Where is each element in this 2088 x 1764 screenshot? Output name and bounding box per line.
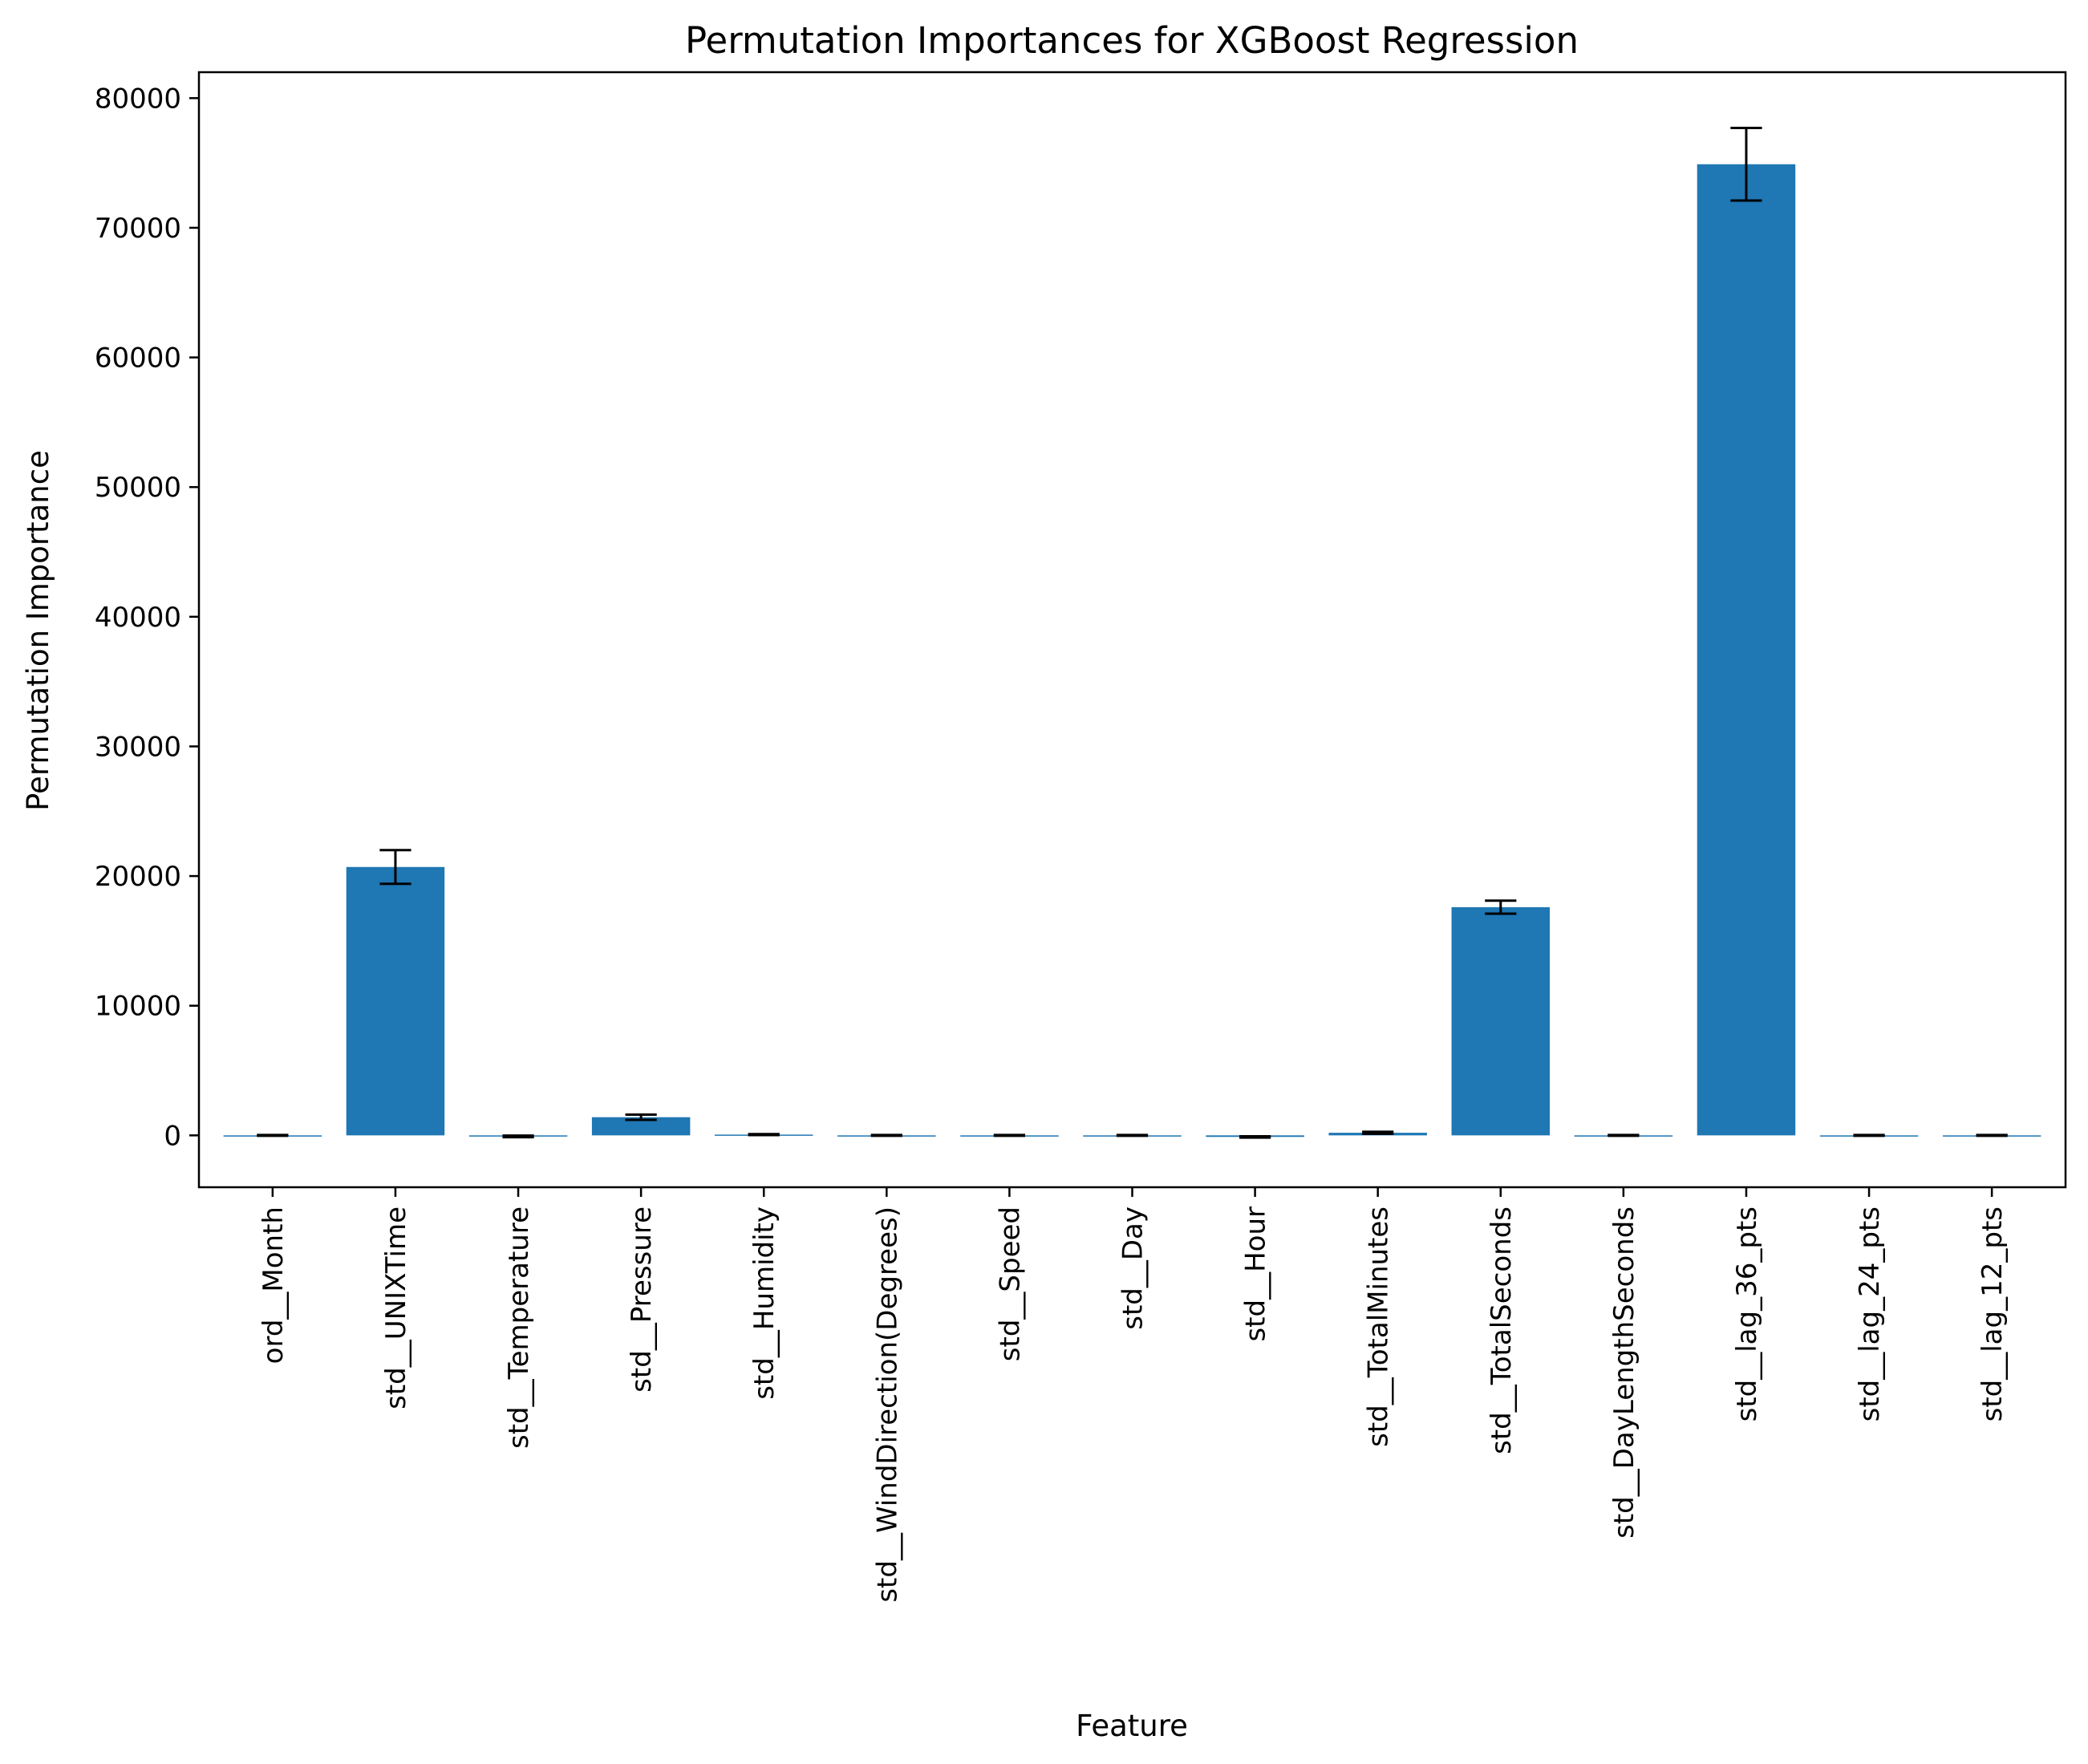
error-bar bbox=[1730, 127, 1762, 202]
error-bar bbox=[748, 1133, 780, 1137]
y-tick-label: 40000 bbox=[95, 602, 181, 634]
x-tick-label: std__TotalMinutes bbox=[1363, 1206, 1395, 1447]
x-tick-label: std__DayLengthSeconds bbox=[1608, 1206, 1640, 1539]
x-tick-label: std__lag_24_pts bbox=[1854, 1206, 1886, 1421]
error-bar bbox=[993, 1133, 1026, 1137]
error-bar bbox=[1853, 1133, 1885, 1137]
error-bar bbox=[1116, 1133, 1149, 1137]
error-bar bbox=[1608, 1133, 1640, 1137]
chart-title: Permutation Importances for XGBoost Regr… bbox=[685, 19, 1579, 62]
x-tick-label: std__Temperature bbox=[503, 1206, 535, 1449]
x-tick-label: std__Day bbox=[1117, 1206, 1149, 1330]
bars bbox=[223, 164, 2041, 1137]
x-tick-label: std__TotalSeconds bbox=[1486, 1206, 1518, 1454]
error-bar bbox=[1362, 1130, 1394, 1135]
y-tick-label: 10000 bbox=[95, 991, 181, 1023]
x-tick-label: std__Humidity bbox=[748, 1206, 780, 1400]
error-bar bbox=[1485, 899, 1517, 915]
error-bar bbox=[379, 849, 412, 886]
bar bbox=[1451, 906, 1551, 1136]
y-tick-label: 70000 bbox=[95, 213, 181, 245]
bar bbox=[346, 866, 445, 1136]
x-axis: ord__Month std__UNIXTime std__Temperature s… bbox=[257, 1187, 2009, 1603]
plot-frame bbox=[197, 71, 2067, 1189]
x-tick-label: std__lag_36_pts bbox=[1731, 1206, 1763, 1421]
y-tick-label: 20000 bbox=[95, 861, 181, 893]
error-bar bbox=[870, 1133, 902, 1137]
bar bbox=[1697, 164, 1796, 1136]
error-bar bbox=[1976, 1133, 2008, 1137]
y-tick-label: 0 bbox=[164, 1120, 181, 1152]
y-axis: 0 10000 20000 30000 40000 50000 60000 70000 8000… bbox=[95, 83, 199, 1152]
y-tick-label: 60000 bbox=[95, 343, 181, 375]
error-bar bbox=[257, 1133, 289, 1137]
x-tick-label: std__Pressure bbox=[626, 1206, 658, 1393]
error-bars bbox=[257, 127, 2008, 1139]
y-tick-label: 50000 bbox=[95, 472, 181, 504]
y-tick-label: 80000 bbox=[95, 83, 181, 115]
x-tick-label: std__Hour bbox=[1240, 1206, 1272, 1342]
x-tick-label: ord__Month bbox=[257, 1206, 290, 1364]
x-tick-label: std__UNIXTime bbox=[380, 1206, 412, 1409]
bar bbox=[591, 1117, 691, 1136]
x-tick-label: std__lag_12_pts bbox=[1977, 1206, 2009, 1421]
x-tick-label: std__WindDirection(Degrees) bbox=[871, 1206, 903, 1603]
error-bar bbox=[625, 1113, 657, 1121]
error-bar bbox=[1239, 1134, 1271, 1139]
x-axis-label: Feature bbox=[1076, 1709, 1188, 1743]
x-tick-label: std__Speed bbox=[994, 1206, 1026, 1361]
error-bar bbox=[502, 1134, 534, 1139]
y-tick-label: 30000 bbox=[95, 731, 181, 763]
y-axis-label: Permutation Importance bbox=[21, 450, 55, 811]
